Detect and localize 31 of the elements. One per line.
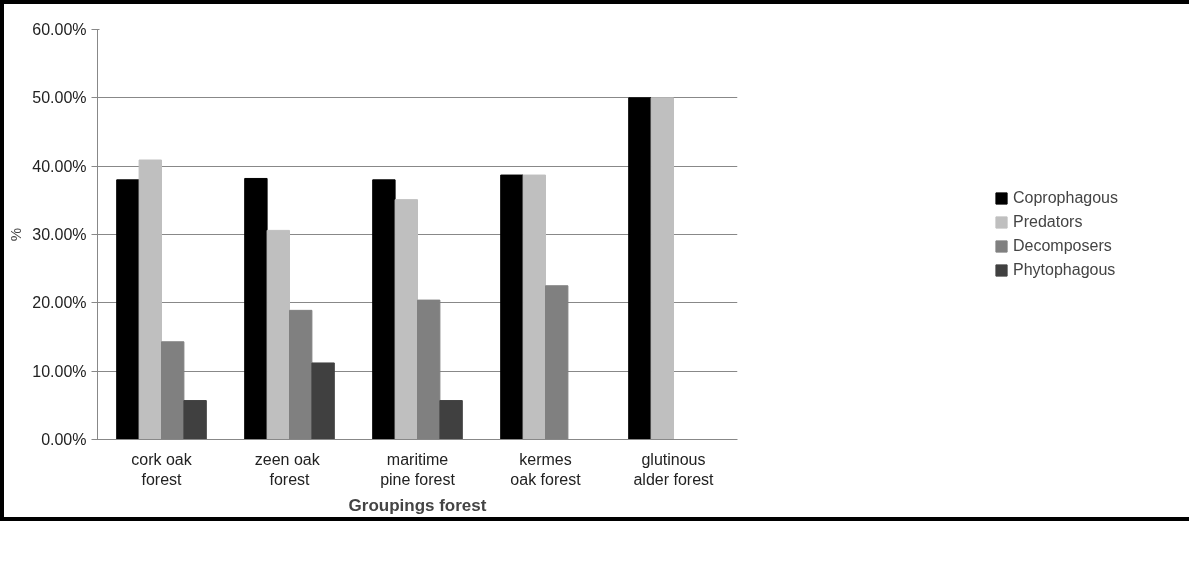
bar — [500, 174, 524, 440]
bar — [394, 199, 418, 440]
y-axis-title: % — [7, 227, 25, 242]
y-tick-label: 0.00% — [41, 431, 87, 448]
y-tick-label: 50.00% — [32, 89, 87, 107]
legend-label: Decomposers — [1013, 237, 1112, 255]
y-tick-label: 20.00% — [32, 294, 87, 312]
bar — [372, 179, 396, 440]
bar — [138, 159, 162, 440]
bar — [266, 229, 290, 440]
x-tick-label: maritime pine forest — [380, 450, 456, 488]
legend-label: Predators — [1013, 213, 1083, 231]
bar — [439, 400, 463, 440]
legend-label: Phytophagous — [1013, 261, 1116, 279]
bar — [183, 400, 207, 440]
bar — [522, 174, 546, 440]
bar — [116, 179, 140, 440]
x-tick-label: kermes oak forest — [510, 450, 582, 488]
y-tick-label: 40.00% — [32, 157, 87, 175]
y-tick-label: 30.00% — [32, 226, 87, 243]
bar — [650, 97, 674, 440]
bar — [311, 362, 335, 440]
bar — [628, 97, 652, 440]
x-tick-label: glutinous alder forest — [633, 450, 715, 488]
x-tick-label: cork oak forest — [131, 450, 193, 488]
x-tick-label: zeen oak forest — [254, 450, 321, 488]
y-tick-label: 60.00% — [32, 21, 87, 38]
x-axis-title: Groupings forest — [348, 495, 487, 515]
legend-label: Coprophagous — [1013, 189, 1118, 207]
bar — [244, 177, 268, 440]
y-tick-label: 10.00% — [32, 362, 87, 380]
